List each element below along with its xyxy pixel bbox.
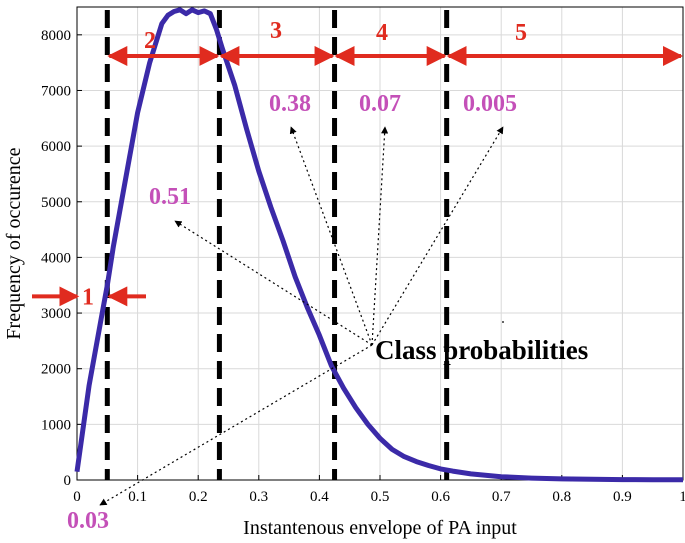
grid: [76, 7, 684, 481]
class-probability-label: 0.03: [67, 508, 109, 534]
callout-pointer-line: [371, 126, 504, 346]
y-axis-label: Frequency of occurence: [3, 147, 25, 339]
y-tick-label: 3000: [41, 306, 71, 322]
y-tick-label: 5000: [41, 195, 71, 211]
x-tick-label: 0.7: [492, 489, 511, 505]
class-labels: 1 2 3 4 5: [82, 18, 527, 310]
class-arrows: [32, 45, 683, 307]
y-tick-label: 7000: [41, 83, 71, 99]
y-tick-label: 4000: [41, 250, 71, 266]
x-tick-label: 0.1: [128, 489, 147, 505]
x-tick-label: 0.6: [431, 489, 450, 505]
y-tick-label: 0: [64, 473, 72, 489]
class-number-label: 4: [376, 20, 388, 46]
x-tick-label: 0.4: [310, 489, 329, 505]
x-tick-label: 0.8: [552, 489, 571, 505]
callout-pointer-line: [174, 220, 373, 346]
x-tick-label: 0.9: [613, 489, 632, 505]
class-number-label: 2: [144, 28, 156, 54]
class-probability-label: 0.005: [463, 91, 517, 117]
class-number-label: 3: [270, 18, 282, 44]
y-tick-label: 1000: [41, 417, 71, 433]
class-number-label: 1: [82, 284, 94, 310]
class-probability-label: 0.51: [149, 184, 191, 210]
y-tick-label: 2000: [41, 362, 71, 378]
callout-pointer-line: [371, 126, 389, 346]
callout-lines: [99, 126, 504, 506]
x-tick-label: 1: [679, 489, 685, 505]
y-tick-label: 6000: [41, 139, 71, 155]
probability-labels: 0.030.510.38 0.07 0.005: [67, 91, 517, 534]
x-tick-label: 0.5: [371, 489, 390, 505]
class-number-label: 5: [515, 20, 527, 46]
series-line: [74, 7, 684, 483]
axis-ticks: 0 0.1 0.2 0.3 0.4 0.5 0.6 0.7 0.8 0.9 1 0 1000 2000 30…: [41, 28, 685, 505]
class-probabilities-label: Class probabilities: [375, 335, 588, 365]
class-boundaries: [104, 10, 450, 480]
class-probability-label: 0.07: [359, 91, 401, 117]
x-tick-label: 0.3: [249, 489, 268, 505]
y-tick-label: 8000: [41, 28, 71, 44]
x-tick-label: 0.2: [189, 489, 208, 505]
class-probability-label: 0.38: [269, 91, 311, 117]
callout-pointer-line: [289, 126, 373, 346]
x-tick-label: 0: [73, 489, 81, 505]
x-axis-label: Instantenous envelope of PA input: [243, 517, 517, 539]
